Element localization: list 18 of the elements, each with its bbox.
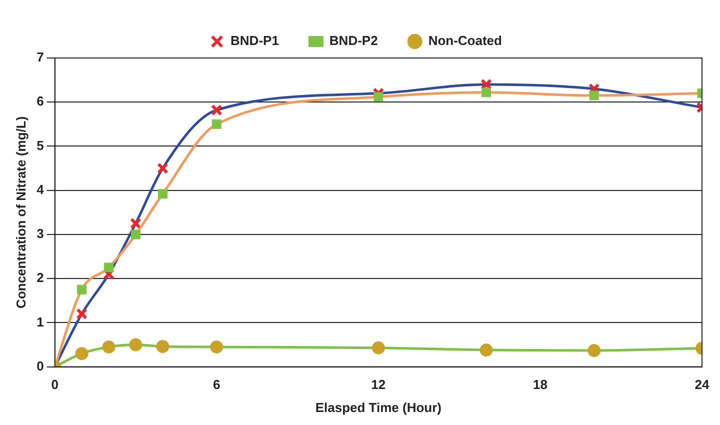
y-tick-label: 7	[36, 50, 44, 65]
y-tick-label: 4	[36, 182, 45, 197]
x-tick-label: 0	[51, 377, 58, 392]
legend-label: BND-P1	[230, 33, 279, 48]
x-tick-label: 6	[213, 377, 220, 392]
y-tick-label: 3	[36, 226, 44, 242]
legend-label: Non-Coated	[428, 33, 502, 48]
y-tick-label: 6	[36, 94, 44, 109]
y-tick-label: 1	[36, 314, 44, 330]
y-tick-label: 5	[36, 138, 44, 153]
y-tick-label: 0	[36, 358, 44, 374]
x-tick-label: 24	[694, 377, 710, 392]
x-axis-title: Elasped Time (Hour)	[315, 400, 442, 415]
x-tick-label: 12	[371, 377, 386, 392]
legend-label: BND-P2	[329, 33, 378, 48]
x-tick-label: 18	[532, 377, 548, 392]
y-axis-title: Concentration of Nitrate (mg/L)	[13, 116, 28, 308]
y-tick-label: 2	[36, 270, 44, 286]
